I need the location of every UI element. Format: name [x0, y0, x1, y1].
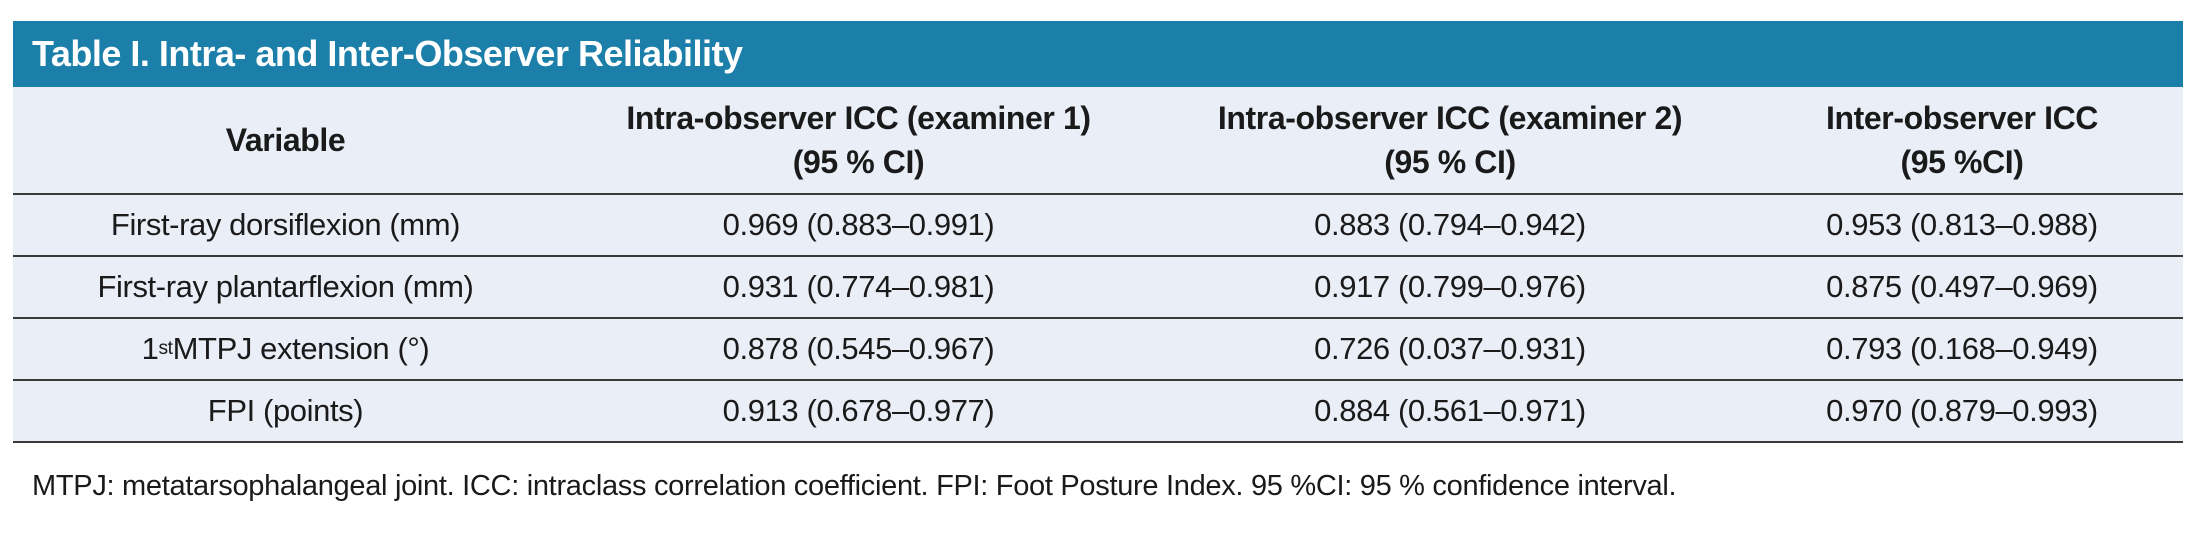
column-header-line2: (95 %CI): [1900, 144, 2024, 180]
variable-cell: First-ray dorsiflexion (mm): [110, 206, 461, 242]
column-header-line1: Intra-observer ICC (examiner 2): [1217, 99, 1683, 136]
intra-icc-examiner2-cell: 0.726 (0.037–0.931): [1314, 330, 1586, 366]
inter-icc-cell: 0.793 (0.168–0.949): [1826, 330, 2098, 366]
variable-cell: First-ray plantarflexion (mm): [97, 268, 474, 304]
column-header-line1: Intra-observer ICC (examiner 1): [626, 99, 1091, 136]
variable-base: 1: [141, 330, 159, 366]
intra-icc-examiner2-cell: 0.917 (0.799–0.976): [1314, 268, 1586, 304]
inter-icc-cell: 0.875 (0.497–0.969): [1826, 268, 2098, 304]
column-header-intra-icc-examiner2: Intra-observer ICC (examiner 2) (95 % CI…: [1159, 87, 1741, 193]
intra-icc-examiner1-cell: 0.913 (0.678–0.977): [722, 392, 995, 428]
intra-icc-examiner1-cell: 0.969 (0.883–0.991): [722, 206, 995, 242]
table-row: First-ray plantarflexion (mm) 0.931 (0.7…: [13, 257, 2183, 319]
table-header-row: Variable Intra-observer ICC (examiner 1)…: [13, 87, 2183, 195]
table-title-bar: Table I. Intra- and Inter-Observer Relia…: [13, 21, 2183, 87]
table-row: First-ray dorsiflexion (mm) 0.969 (0.883…: [13, 195, 2183, 257]
column-header-line1: Inter-observer ICC: [1826, 99, 2098, 136]
variable-rest: MTPJ extension (°): [172, 330, 430, 366]
intra-icc-examiner1-cell: 0.931 (0.774–0.981): [722, 268, 995, 304]
intra-icc-examiner2-cell: 0.883 (0.794–0.942): [1314, 206, 1586, 242]
table-title: Table I. Intra- and Inter-Observer Relia…: [32, 33, 743, 74]
intra-icc-examiner2-cell: 0.884 (0.561–0.971): [1314, 392, 1586, 428]
column-header-variable: Variable: [13, 87, 558, 193]
column-header-label: Variable: [225, 121, 346, 158]
column-header-line2: (95 % CI): [792, 144, 925, 180]
inter-icc-cell: 0.953 (0.813–0.988): [1826, 206, 2098, 242]
column-header-inter-icc: Inter-observer ICC (95 %CI): [1741, 87, 2183, 193]
inter-icc-cell: 0.970 (0.879–0.993): [1826, 392, 2098, 428]
reliability-table: Table I. Intra- and Inter-Observer Relia…: [13, 21, 2183, 443]
variable-cell: FPI (points): [207, 392, 364, 428]
column-header-line2: (95 % CI): [1384, 144, 1516, 180]
table-footnote: MTPJ: metatarsophalangeal joint. ICC: in…: [32, 470, 1677, 502]
table-row: FPI (points) 0.913 (0.678–0.977) 0.884 (…: [13, 381, 2183, 443]
intra-icc-examiner1-cell: 0.878 (0.545–0.967): [722, 330, 995, 366]
column-header-intra-icc-examiner1: Intra-observer ICC (examiner 1) (95 % CI…: [558, 87, 1159, 193]
